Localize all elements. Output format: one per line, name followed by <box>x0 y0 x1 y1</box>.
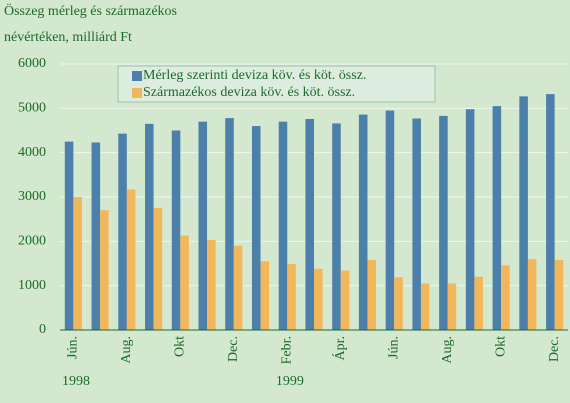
bar <box>439 115 448 331</box>
year-label: 1998 <box>62 374 90 389</box>
bar <box>171 130 181 330</box>
x-tick-label: Aug. <box>119 336 134 364</box>
axis-label: Összeg mérleg és származékos <box>4 2 177 19</box>
x-tick-label: Jún. <box>386 336 401 359</box>
bar <box>73 197 82 330</box>
x-tick-label: Febr. <box>279 336 294 364</box>
bar <box>420 283 430 330</box>
bar <box>233 245 243 330</box>
bar <box>91 142 101 330</box>
bar <box>126 189 136 330</box>
bar <box>287 263 296 330</box>
bar <box>207 240 216 330</box>
bar <box>332 123 341 330</box>
bar <box>153 208 163 330</box>
y-tick-label: 4000 <box>18 145 46 160</box>
bar <box>260 261 270 330</box>
x-tick-label: Okt <box>173 336 188 357</box>
y-tick-label: 2000 <box>18 234 46 249</box>
bar <box>474 276 483 330</box>
bar <box>180 235 189 330</box>
bar <box>340 270 350 330</box>
bar <box>100 210 109 330</box>
bar <box>314 268 323 330</box>
bar <box>554 259 564 330</box>
legend-box <box>117 65 436 103</box>
legend-label: Származékos deviza köv. és köt. össz. <box>143 85 355 100</box>
legend-swatch <box>132 71 142 81</box>
bar <box>278 121 288 330</box>
bar <box>118 133 127 330</box>
x-tick-label: Dec. <box>226 336 241 362</box>
bar <box>465 109 475 330</box>
bar <box>64 141 74 330</box>
bar <box>492 106 502 330</box>
legend-swatch <box>132 88 142 98</box>
x-tick-label: Dec. <box>547 336 562 362</box>
bar <box>305 118 314 331</box>
y-tick-label: 1000 <box>18 278 46 293</box>
x-tick-label: Jún. <box>66 336 81 359</box>
y-tick-label: 3000 <box>18 189 46 204</box>
bar <box>225 118 234 330</box>
x-tick-label: Okt <box>493 336 508 357</box>
bar <box>412 118 421 330</box>
axis-label: névértéken, milliárd Ft <box>4 30 132 45</box>
bar <box>546 94 555 330</box>
bar <box>394 277 403 330</box>
bar <box>385 110 395 330</box>
x-tick-label: Aug. <box>440 336 455 364</box>
x-tick-label: Ápr. <box>331 336 348 361</box>
y-tick-label: 6000 <box>18 56 46 71</box>
year-label: 1999 <box>276 374 304 389</box>
bar <box>501 265 510 330</box>
bar <box>447 283 457 330</box>
bar <box>145 123 154 330</box>
y-tick-label: 0 <box>39 322 46 337</box>
y-tick-label: 5000 <box>18 101 46 116</box>
bar <box>198 121 208 330</box>
bar <box>527 259 537 330</box>
bar <box>519 96 528 330</box>
legend-label: Mérleg szerinti deviza köv. és köt. össz… <box>143 68 366 83</box>
bar <box>251 126 261 330</box>
bar <box>358 114 368 330</box>
bar <box>367 259 377 330</box>
